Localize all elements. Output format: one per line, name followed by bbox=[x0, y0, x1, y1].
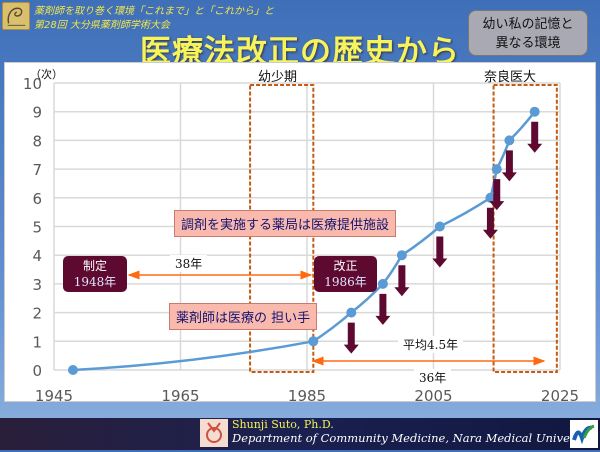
data-point bbox=[529, 106, 540, 117]
y-tick-label: 9 bbox=[32, 104, 42, 122]
data-point bbox=[434, 221, 445, 232]
down-arrow-icon bbox=[375, 293, 391, 325]
memo-line: 幼い私の記憶と bbox=[482, 17, 574, 32]
conference-logo bbox=[2, 2, 30, 30]
nara-label: 奈良医大 bbox=[484, 70, 537, 85]
callout-pharmacist: 薬剤師は医療の 担い手 bbox=[169, 303, 318, 330]
data-point bbox=[491, 164, 502, 175]
x-tick-label: 1985 bbox=[288, 387, 326, 405]
childhood-label: 幼少期 bbox=[258, 70, 298, 85]
period-box bbox=[492, 84, 558, 373]
y-tick-label: 7 bbox=[32, 161, 42, 179]
down-arrow-icon bbox=[394, 265, 410, 297]
data-point bbox=[67, 365, 78, 375]
data-point bbox=[377, 278, 388, 289]
y-tick-label: 3 bbox=[32, 276, 42, 294]
author-logo bbox=[200, 419, 228, 447]
university-logo bbox=[570, 420, 598, 448]
revision-title: 改正 bbox=[333, 259, 358, 273]
memo-box: 幼い私の記憶と 異なる環境 bbox=[468, 10, 588, 56]
memo-line: 異なる環境 bbox=[495, 36, 561, 51]
footer-bar bbox=[0, 418, 600, 450]
conference-title: 薬剤師を取り巻く環境「これまで」と「これから」と bbox=[34, 6, 274, 17]
data-point bbox=[396, 250, 407, 261]
y-tick-label: 1 bbox=[32, 333, 42, 351]
down-arrow-icon bbox=[482, 207, 498, 239]
x-tick-label: 2005 bbox=[414, 387, 452, 405]
y-tick-label: 5 bbox=[32, 219, 42, 237]
down-arrow-icon bbox=[501, 150, 517, 182]
y-axis-unit: （次） bbox=[30, 68, 63, 81]
x-tick-label: 1945 bbox=[35, 387, 73, 405]
y-tick-label: 2 bbox=[32, 305, 42, 323]
y-tick-label: 6 bbox=[32, 190, 42, 208]
revision-year: 1986年 bbox=[324, 275, 367, 289]
down-arrow-icon bbox=[527, 121, 543, 153]
x-tick-label: 2025 bbox=[541, 387, 579, 405]
x-tick-label: 1965 bbox=[161, 387, 199, 405]
conference-subtitle: 第28回 大分県薬剤師学術大会 bbox=[34, 20, 170, 31]
revision-box: 改正 1986年 bbox=[314, 256, 377, 292]
data-point bbox=[504, 135, 515, 146]
callout-pharmacy: 調剤を実施する薬局は医療提供施設 bbox=[174, 210, 397, 237]
average-label: 平均4.5年 bbox=[398, 336, 464, 353]
y-tick-label: 4 bbox=[32, 247, 42, 265]
down-arrow-icon bbox=[432, 236, 448, 268]
data-point bbox=[308, 336, 319, 347]
author-department: Department of Community Medicine, Nara M… bbox=[232, 431, 597, 445]
author-name: Shunji Suto, Ph.D. bbox=[232, 418, 334, 431]
y-tick-label: 8 bbox=[32, 132, 42, 150]
data-point bbox=[346, 307, 357, 318]
down-arrow-icon bbox=[489, 179, 505, 211]
series-line bbox=[72, 110, 536, 372]
span-38-label: 38年 bbox=[170, 255, 208, 272]
span-36-label: 36年 bbox=[414, 369, 452, 386]
enactment-year: 1948年 bbox=[73, 275, 117, 289]
enactment-box: 制定 1948年 bbox=[63, 256, 127, 292]
y-tick-label: 0 bbox=[32, 362, 42, 380]
enactment-title: 制定 bbox=[82, 259, 107, 273]
y-tick-label: 10 bbox=[23, 75, 42, 93]
down-arrow-icon bbox=[343, 322, 359, 354]
data-point bbox=[485, 192, 496, 203]
